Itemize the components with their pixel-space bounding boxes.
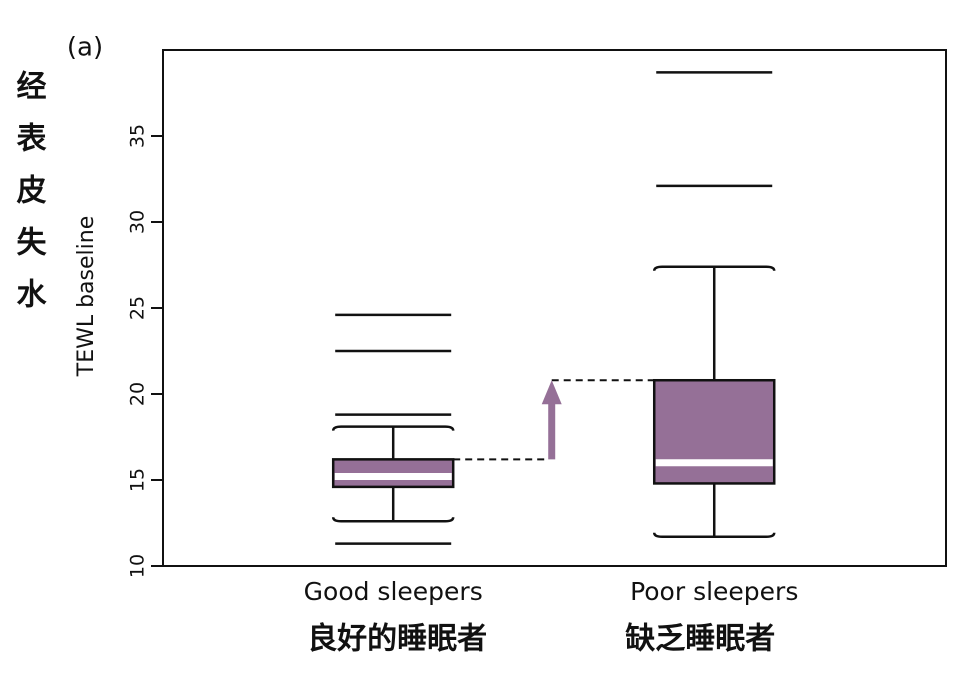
y-axis-label-zh-text: 经表皮失水 (11, 69, 47, 330)
comparison-arrowhead (541, 380, 562, 405)
plot-frame (162, 49, 947, 567)
whisker-cap (652, 532, 776, 539)
y-tick-label: 25 (127, 296, 149, 320)
y-tick-label: 35 (127, 124, 149, 148)
comparison-link (453, 379, 655, 461)
whisker-cap (331, 517, 455, 523)
y-axis-label: TEWL baseline (74, 216, 99, 378)
whisker-cap (331, 425, 455, 431)
y-tick-label: 20 (127, 382, 149, 406)
y-tick-label: 10 (127, 554, 149, 578)
x-tick-label: Good sleepers (304, 577, 483, 606)
y-tick-label: 15 (127, 468, 149, 492)
x-tick-label-zh: 缺乏睡眠者 (625, 622, 775, 657)
whisker-cap (652, 265, 776, 271)
y-tick-label: 30 (127, 210, 149, 234)
x-tick-label-zh: 良好的睡眠者 (307, 622, 487, 657)
box (652, 378, 776, 485)
y-axis-label-zh: 经表皮失水 (11, 69, 47, 330)
x-tick-label: Poor sleepers (630, 577, 798, 606)
panel-label: (a) (67, 33, 103, 63)
